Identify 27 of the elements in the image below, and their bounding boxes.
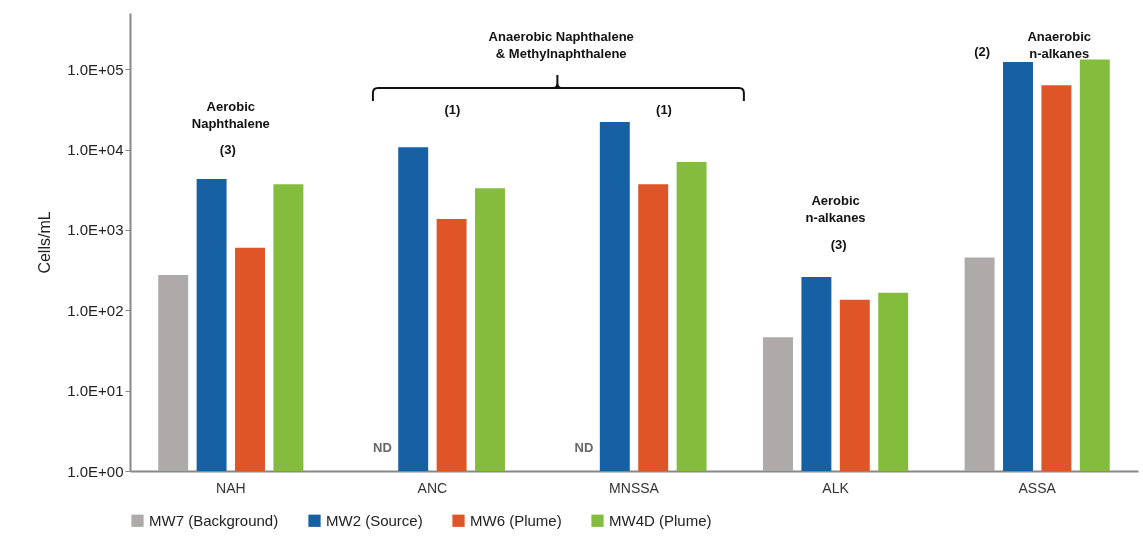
y-tick-label: 1.0E+00 <box>67 462 124 480</box>
annotation: Anaerobic Naphthalene & Methylnaphthalene <box>488 29 634 61</box>
annotation: Anaerobic n-alkanes <box>1027 29 1091 61</box>
x-tick-label: NAH <box>216 479 246 496</box>
x-tick-label: ANC <box>417 479 448 496</box>
y-tick-label: 1.0E+04 <box>67 141 124 159</box>
annotation: ND <box>373 440 392 455</box>
y-tick-label: 1.0E+05 <box>67 60 124 78</box>
legend-label: MW6 (Plume) <box>470 511 562 529</box>
annotation: (3) <box>830 237 847 252</box>
legend-label: MW2 (Source) <box>326 511 423 529</box>
annotation: ND <box>574 440 594 455</box>
annotation: (1) <box>656 102 672 117</box>
y-tick-label: 1.0E+02 <box>67 301 124 319</box>
legend-label: MW4D (Plume) <box>609 511 712 529</box>
y-tick-label: 1.0E+03 <box>67 221 124 239</box>
annotation: Aerobic Naphthalene <box>191 99 270 131</box>
annotation: (3) <box>219 142 236 157</box>
x-tick-label: ALK <box>822 479 850 496</box>
y-tick-label: 1.0E+01 <box>67 382 124 400</box>
legend-label: MW7 (Background) <box>149 511 279 529</box>
x-tick-label: MNSSA <box>609 479 660 496</box>
annotation: Aerobic n-alkanes <box>805 193 866 225</box>
x-tick-label: ASSA <box>1018 479 1057 496</box>
annotation: (1) <box>444 102 461 117</box>
y-axis-title: Cells/mL <box>36 211 54 274</box>
annotation: (2) <box>974 44 991 59</box>
